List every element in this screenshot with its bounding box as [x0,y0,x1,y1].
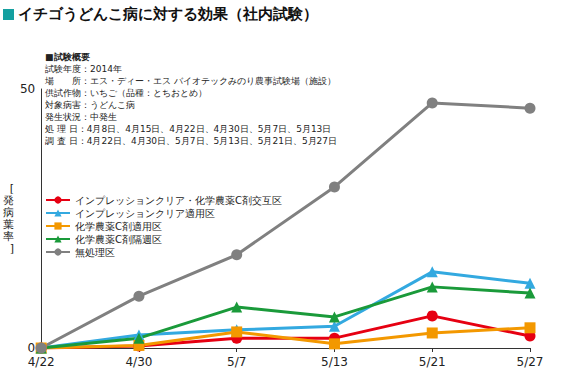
svg-text:病: 病 [3,206,14,219]
svg-text:■試験概要: ■試験概要 [45,52,90,62]
svg-text:化学農薬C剤適用区: 化学農薬C剤適用区 [75,221,162,232]
svg-text:対象病害：うどんこ病: 対象病害：うどんこ病 [45,100,135,110]
svg-text:4/30: 4/30 [125,355,152,369]
svg-text:0: 0 [28,341,36,355]
svg-text:]: ] [10,242,14,255]
svg-text:化学農薬C剤隔週区: 化学農薬C剤隔週区 [75,234,162,245]
svg-text:試験年度：2014年: 試験年度：2014年 [45,64,122,74]
svg-text:インプレッションクリア適用区: インプレッションクリア適用区 [75,208,215,219]
svg-text:4/22: 4/22 [28,355,55,369]
svg-text:調 査 日：4月22日、4月30日、5月7日、5月13日、5: 調 査 日：4月22日、4月30日、5月7日、5月13日、5月21日、5月27日 [45,136,337,146]
svg-text:葉: 葉 [3,218,14,231]
svg-text:インプレッションクリア・化学農薬C剤交互区: インプレッションクリア・化学農薬C剤交互区 [75,195,282,206]
svg-text:率: 率 [3,230,14,243]
svg-text:5/27: 5/27 [517,355,544,369]
svg-text:無処理区: 無処理区 [75,247,115,258]
svg-text:発: 発 [3,194,14,207]
svg-text:供試作物：いちご（品種：とちおとめ）: 供試作物：いちご（品種：とちおとめ） [45,88,207,98]
svg-text:5/21: 5/21 [419,355,446,369]
svg-text:5/13: 5/13 [321,355,348,369]
svg-text:5/7: 5/7 [227,355,246,369]
svg-text:処 理 日：4月8日、4月15日、4月22日、4月30日、5: 処 理 日：4月8日、4月15日、4月22日、4月30日、5月7日、5月13日 [45,124,331,134]
svg-text:発生状況：中発生: 発生状況：中発生 [45,112,117,122]
svg-text:場 所：エス・ディー・エス バイオテックみのり農事試験場（: 場 所：エス・ディー・エス バイオテックみのり農事試験場（施設） [44,76,336,86]
svg-text:イチゴうどんこ病に対する効果（社内試験）: イチゴうどんこ病に対する効果（社内試験） [18,5,318,23]
svg-text:50: 50 [20,82,35,96]
